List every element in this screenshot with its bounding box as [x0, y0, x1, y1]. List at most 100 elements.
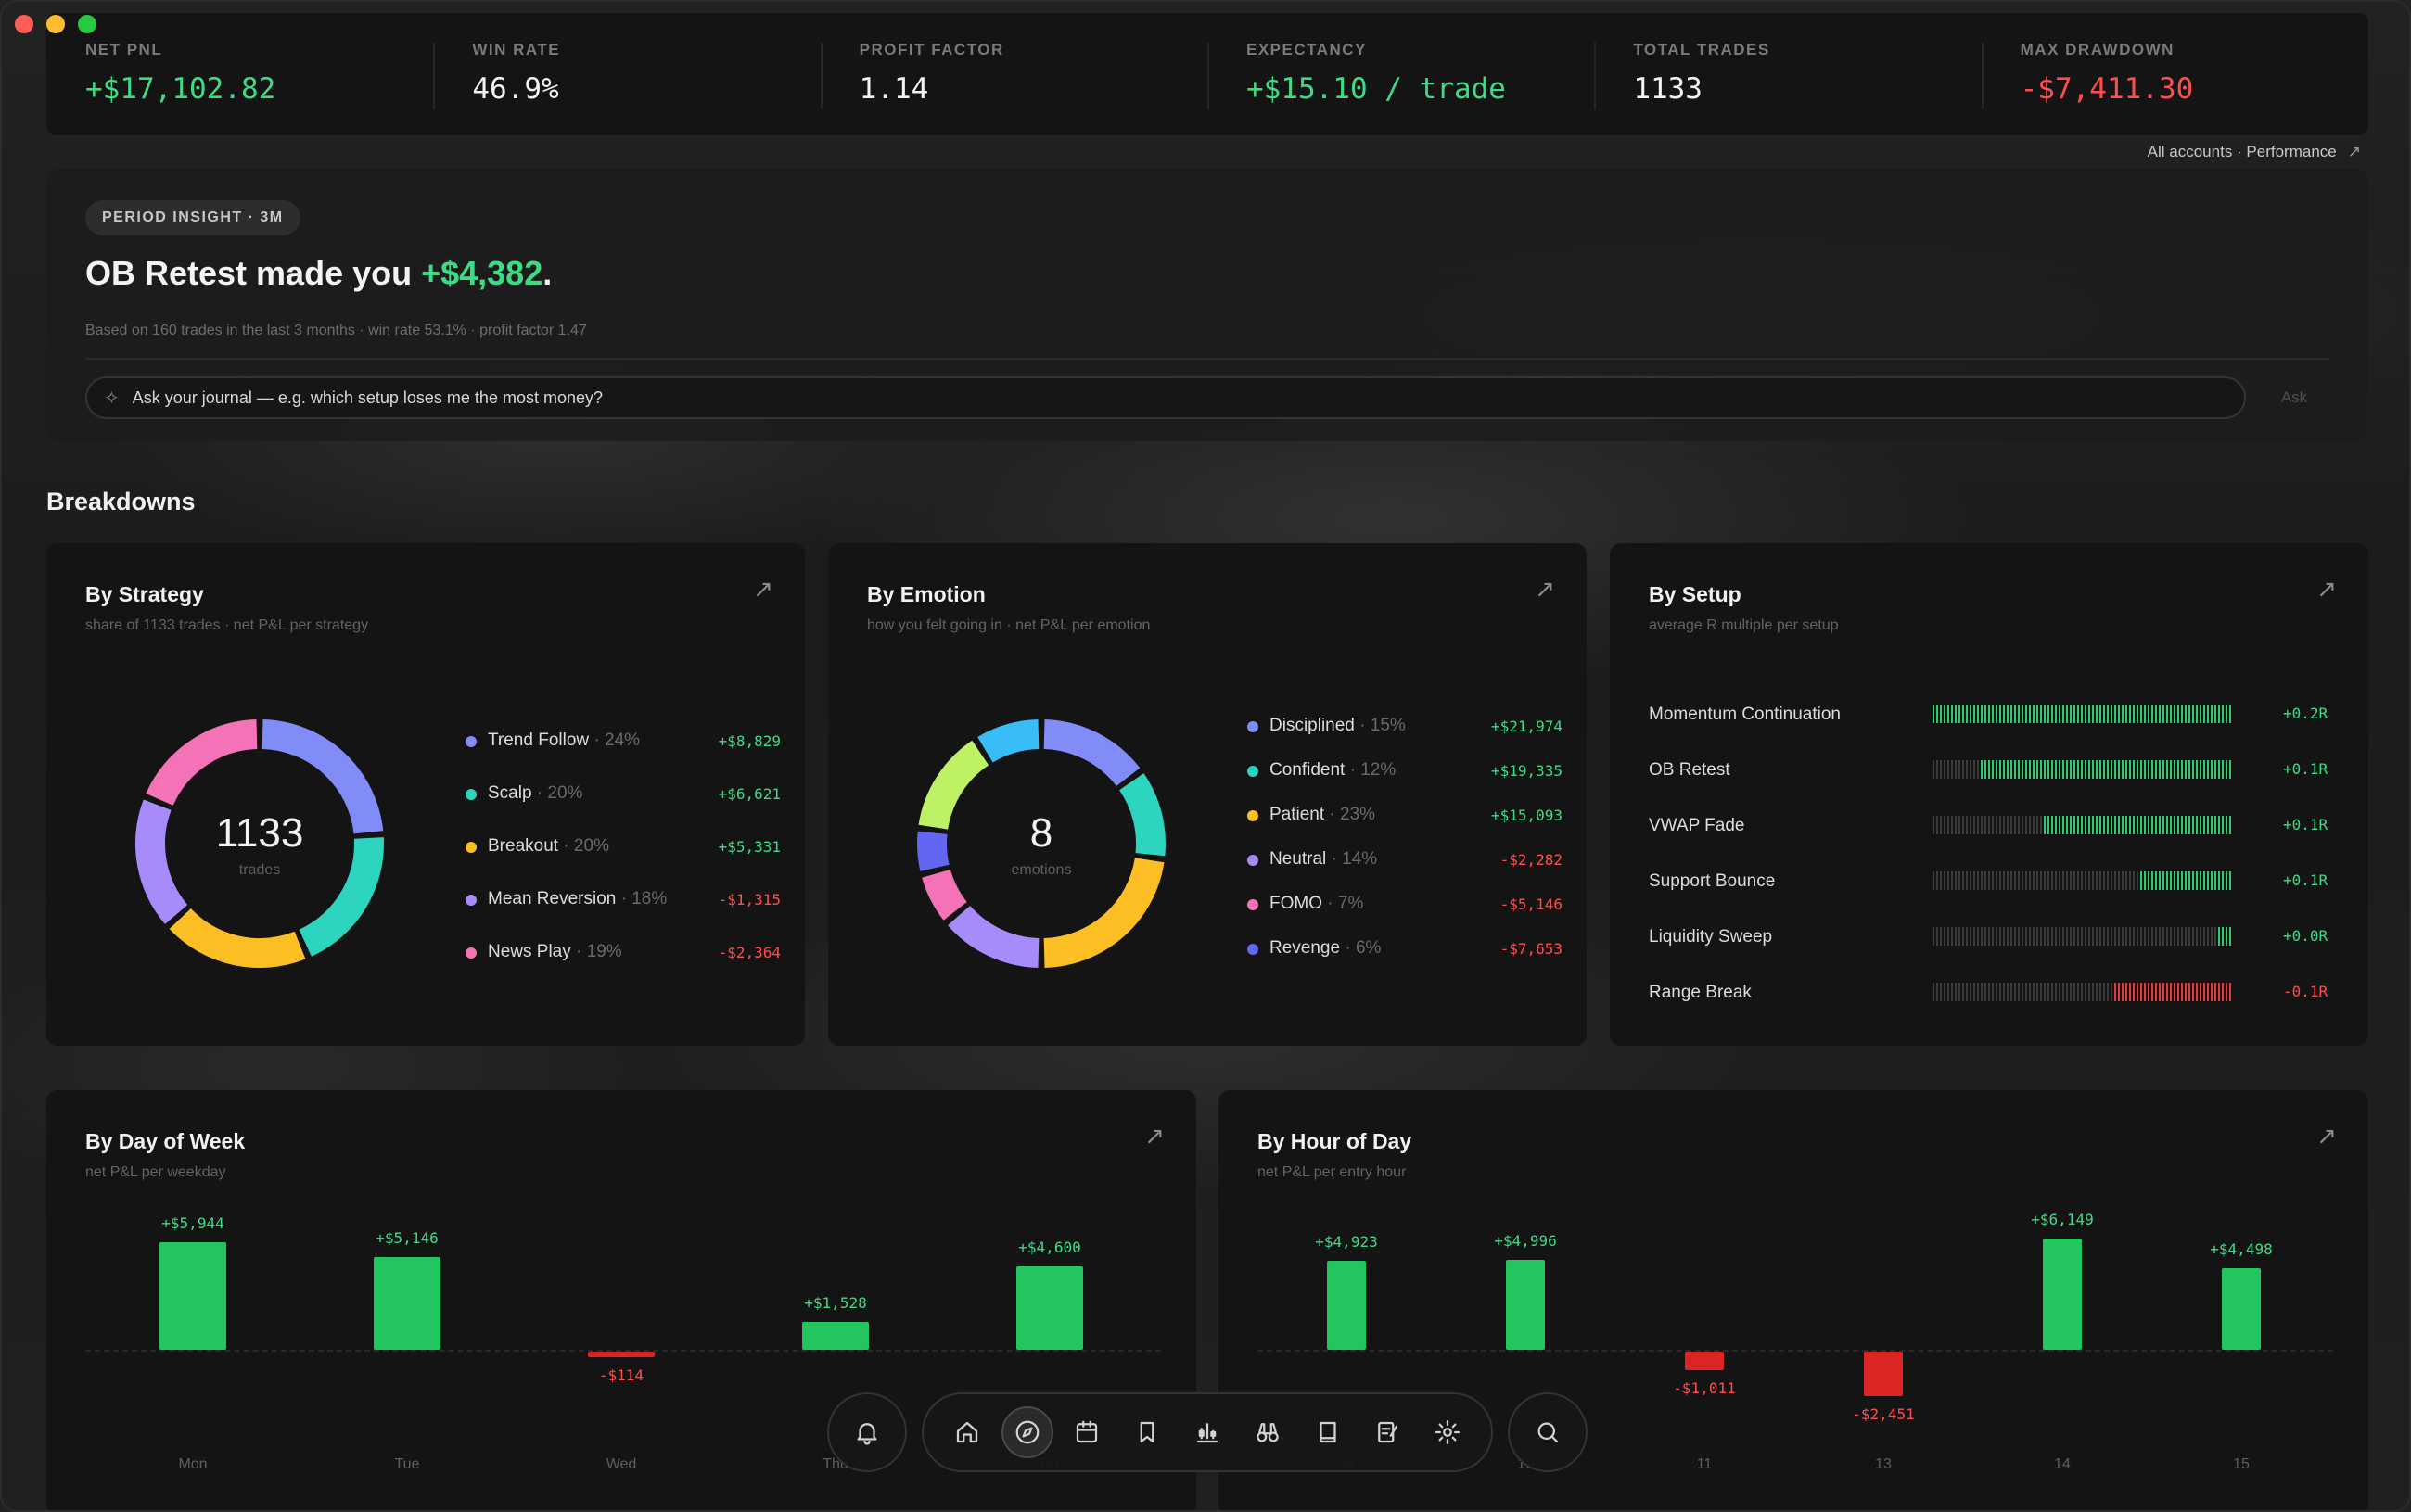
setup-bar-tick — [2148, 760, 2149, 779]
setup-bar-tick — [1977, 760, 1979, 779]
bar[interactable] — [1327, 1261, 1366, 1350]
setup-bar-tick — [2014, 927, 2016, 946]
setup-bar-tick — [2218, 871, 2220, 890]
setup-bar-tick — [2133, 705, 2135, 723]
bar[interactable] — [2222, 1268, 2261, 1350]
setup-bar-tick — [2047, 983, 2049, 1001]
setup-bar-tick — [1958, 760, 1960, 779]
stat-label: MAX DRAWDOWN — [2020, 41, 2175, 58]
setup-bar-tick — [1970, 983, 1971, 1001]
setup-bar-tick — [2207, 816, 2209, 834]
setup-bar-tick — [2200, 927, 2201, 946]
setup-bar-tick — [2207, 927, 2209, 946]
ask-button[interactable]: Ask — [2259, 376, 2329, 419]
setup-bar-tick — [1962, 816, 1964, 834]
setup-bar-tick — [2155, 705, 2157, 723]
maximize-window-button[interactable] — [78, 15, 96, 33]
expand-arrow-icon[interactable]: ↗ — [1535, 575, 1555, 603]
x-axis-label: Tue — [394, 1456, 420, 1472]
setup-bar-tick — [1996, 927, 1997, 946]
setup-bar-tick — [2203, 816, 2205, 834]
setup-bar-tick — [2047, 816, 2049, 834]
calendar-icon[interactable] — [1061, 1406, 1113, 1458]
journal-icon[interactable] — [1361, 1406, 1413, 1458]
setup-bar-tick — [2077, 927, 2079, 946]
card-title: By Emotion — [867, 582, 986, 606]
donut-total: 8 — [1029, 810, 1053, 856]
setup-bar-tick — [1966, 871, 1968, 890]
account-scope-link[interactable]: All accounts · Performance ↗ — [2148, 143, 2361, 161]
bar[interactable] — [159, 1242, 226, 1350]
bell-icon[interactable] — [841, 1406, 893, 1458]
bar[interactable] — [588, 1352, 655, 1357]
setup-bar-tick — [2166, 705, 2168, 723]
compass-icon[interactable] — [1001, 1406, 1053, 1458]
setup-bar-tick — [1936, 927, 1938, 946]
setup-bar-tick — [2003, 983, 2005, 1001]
close-window-button[interactable] — [15, 15, 33, 33]
gear-icon[interactable] — [1422, 1406, 1473, 1458]
setup-bar-tick — [2140, 983, 2142, 1001]
search-icon[interactable] — [1522, 1406, 1574, 1458]
setup-value: -0.1R — [2283, 983, 2328, 1000]
setup-bar-tick — [2085, 760, 2086, 779]
donut-segment — [948, 905, 1040, 968]
legend-name: Patient — [1269, 805, 1325, 824]
bar[interactable] — [374, 1256, 440, 1350]
setup-bar-tick — [1996, 760, 1997, 779]
setup-bar-tick — [2062, 760, 2064, 779]
setup-bar-tick — [2114, 760, 2116, 779]
setup-bar-tick — [1933, 871, 1934, 890]
setup-bar-tick — [2103, 760, 2105, 779]
setup-bar-tick — [2114, 816, 2116, 834]
setup-bar-tick — [2047, 927, 2049, 946]
bar[interactable] — [1685, 1352, 1724, 1370]
setup-bar-tick — [1962, 871, 1964, 890]
card-title: By Strategy — [85, 582, 204, 606]
zero-baseline — [85, 1350, 1161, 1352]
legend-name: Confident — [1269, 760, 1346, 780]
setup-bar-tick — [2103, 705, 2105, 723]
bar[interactable] — [1864, 1352, 1903, 1396]
setup-bar-tick — [2103, 927, 2105, 946]
setup-bar-tick — [1955, 871, 1957, 890]
setup-bar-tick — [2148, 705, 2149, 723]
setup-bar-tick — [1955, 983, 1957, 1001]
expand-arrow-icon[interactable]: ↗ — [753, 575, 773, 603]
expand-arrow-icon[interactable]: ↗ — [2316, 575, 2337, 603]
bar[interactable] — [1506, 1259, 1545, 1350]
expand-arrow-icon[interactable]: ↗ — [1144, 1122, 1165, 1150]
expand-arrow-icon[interactable]: ↗ — [2316, 1122, 2337, 1150]
book-icon[interactable] — [1302, 1406, 1354, 1458]
setup-bar-tick — [2010, 816, 2012, 834]
setup-bar-tick — [2088, 927, 2090, 946]
setup-bar-tick — [2044, 816, 2046, 834]
bar[interactable] — [1016, 1266, 1083, 1350]
legend-value: +$15,093 — [1490, 807, 1563, 824]
chart-icon[interactable] — [1181, 1406, 1233, 1458]
setup-bar-tick — [2181, 760, 2183, 779]
bar[interactable] — [2043, 1239, 2082, 1350]
bar[interactable] — [802, 1322, 869, 1350]
setup-bar-tick — [1984, 705, 1986, 723]
setup-bar-tick — [2170, 927, 2172, 946]
setup-bar-tick — [2144, 705, 2146, 723]
bar-value-label: +$6,149 — [2031, 1211, 2094, 1229]
setup-bar-tick — [2137, 927, 2138, 946]
donut-segment — [1043, 858, 1165, 968]
donut-segment — [1118, 773, 1166, 857]
minimize-window-button[interactable] — [46, 15, 65, 33]
donut-center: 1133 trades — [121, 810, 399, 879]
setup-bar-tick — [2096, 816, 2098, 834]
donut-caption: emotions — [1011, 862, 1072, 878]
setup-bar-tick — [2137, 705, 2138, 723]
ask-journal-input[interactable]: ✧ Ask your journal — e.g. which setup lo… — [85, 376, 2246, 419]
setup-bar-tick — [2096, 871, 2098, 890]
bookmark-icon[interactable] — [1121, 1406, 1173, 1458]
setup-bar-tick — [1973, 760, 1975, 779]
binoculars-icon[interactable] — [1242, 1406, 1294, 1458]
sparkle-icon: ✧ — [104, 388, 120, 409]
setup-bar-tick — [2077, 816, 2079, 834]
setup-bar-tick — [2196, 927, 2198, 946]
home-icon[interactable] — [941, 1406, 993, 1458]
